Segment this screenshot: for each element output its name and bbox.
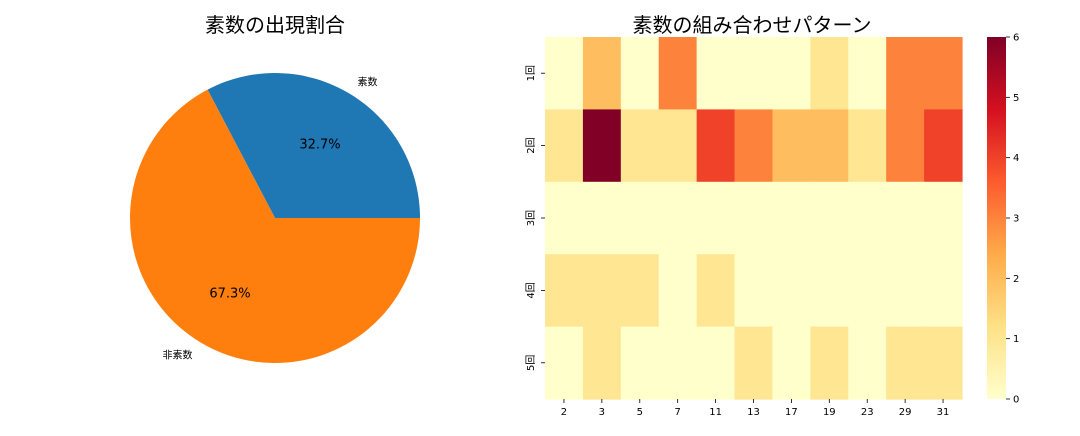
colorbar-tick-label: 2 [1013,274,1019,285]
heatmap-cell [886,37,925,110]
heatmap-cell [924,109,963,183]
colorbar-tick-label: 3 [1013,214,1019,225]
heatmap-cell [545,181,584,255]
x-tick-label: 5 [637,407,643,418]
pie-percent-label-0: 32.7% [299,138,340,153]
heatmap-cell [810,109,849,183]
heatmap-cell [848,326,887,400]
heatmap-cell [696,37,736,110]
pie-slice-1 [129,89,420,364]
heatmap-cell [848,181,887,255]
pie-percent-label-1: 67.3% [209,286,250,301]
heatmap-cell [545,254,584,328]
heatmap-cell [658,109,698,183]
heatmap-cell [620,326,660,400]
x-tick-label: 19 [823,407,836,418]
heatmap-cell [582,109,622,183]
x-tick-label: 2 [561,407,567,418]
x-tick-label: 17 [785,407,798,418]
x-tick-label: 3 [599,407,605,418]
heatmap-title: 素数の組み合わせパターン [633,13,872,37]
heatmap-cell [772,37,811,110]
heatmap-cell [810,326,849,400]
heatmap-cell [658,181,698,255]
heatmap-cell [772,181,811,255]
heatmap-cell [582,37,622,110]
heatmap-cell [772,326,811,400]
heatmap-cell [620,109,660,183]
heatmap-cell [848,254,887,328]
heatmap-cell [810,254,849,328]
heatmap-cell [582,181,622,255]
x-tick-label: 23 [861,407,874,418]
heatmap-cell [696,254,736,328]
heatmap-cell [924,254,963,328]
heatmap-cell [772,109,811,183]
colorbar-gradient [987,37,1006,399]
y-tick-label: 3回 [525,210,537,226]
heatmap-cell [924,326,963,400]
heatmap-cell [886,109,925,183]
pie-title: 素数の出現割合 [205,13,345,37]
heatmap-cell [658,326,698,400]
heatmap-cell [658,254,698,328]
pie-chart: 32.7% 素数 67.3% 非素数 [129,73,420,364]
heatmap-cell [696,109,736,183]
colorbar-tick-label: 6 [1013,33,1019,44]
heatmap-cell [620,254,660,328]
heatmap-cell [620,37,660,110]
heatmap-cell [734,254,774,328]
heatmap-cell [620,181,660,255]
x-tick-label: 7 [674,407,680,418]
pie-slice-label-0: 素数 [357,75,377,88]
heatmap-cell [810,37,849,110]
heatmap-cell [734,109,774,183]
colorbar-tick-label: 1 [1013,334,1019,345]
heatmap-cell [734,181,774,255]
colorbar-tick-label: 4 [1013,153,1019,164]
y-tick-label: 4回 [525,282,537,298]
pie-slice-0 [207,73,420,219]
x-tick-label: 29 [899,407,912,418]
heatmap-cell [848,109,887,183]
colorbar-tick-label: 0 [1013,395,1019,406]
heatmap-cell [545,326,584,400]
heatmap-cell [734,326,774,400]
heatmap-cell [696,326,736,400]
heatmap-cell [886,326,925,400]
heatmap-cell [924,181,963,255]
y-tick-label: 2回 [525,137,537,153]
y-tick-label: 1回 [525,65,537,81]
heatmap-cell [582,254,622,328]
heatmap-cell [658,37,698,110]
x-tick-label: 11 [709,407,722,418]
colorbar: 0 1 2 3 4 5 6 [987,33,1019,406]
x-tick-label: 31 [937,407,950,418]
heatmap-cell [582,326,622,400]
heatmap-cell [848,37,887,110]
heatmap-cell [924,37,963,110]
heatmap-cell [545,109,584,183]
heatmap-cell [772,254,811,328]
heatmap-cell [734,37,774,110]
heatmap-cell [545,37,584,110]
heatmap-cell [696,181,736,255]
colorbar-tick-label: 5 [1013,93,1019,104]
x-tick-label: 13 [747,407,760,418]
heatmap-cell [810,181,849,255]
pie-slice-label-1: 非素数 [163,349,193,362]
y-tick-label: 5回 [525,355,537,371]
heatmap-cell [886,181,925,255]
heatmap-cell [886,254,925,328]
